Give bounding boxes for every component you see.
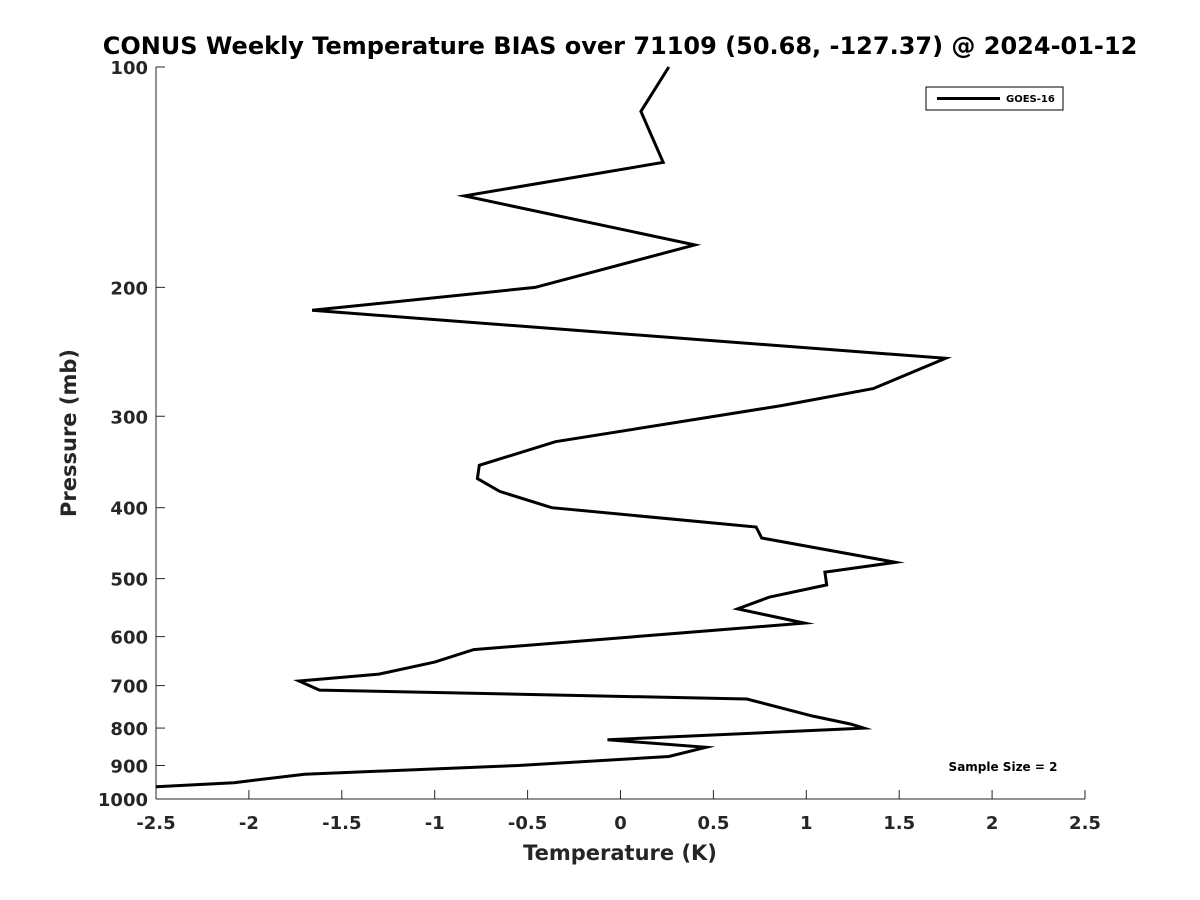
series-layer (155, 66, 952, 789)
x-tick-label: 2 (986, 813, 999, 834)
chart-title: CONUS Weekly Temperature BIAS over 71109… (103, 32, 1138, 60)
y-tick-label: 700 (110, 677, 148, 698)
y-tick-label: 400 (110, 499, 148, 520)
y-tick-label: 800 (110, 719, 148, 740)
y-axis-ticks: 100 200 300 400 500 600 700 800 900 1000 (98, 58, 165, 811)
legend: GOES-16 (925, 86, 1064, 111)
x-tick-label: -0.5 (508, 813, 547, 834)
series-line-goes-16 (155, 66, 952, 789)
x-tick-label: -1 (425, 813, 445, 834)
x-tick-label: -2 (239, 813, 259, 834)
x-tick-label: 1 (800, 813, 813, 834)
x-tick-label: 1.5 (883, 813, 915, 834)
y-tick-label: 600 (110, 628, 148, 649)
y-axis-label: Pressure (mb) (57, 349, 81, 517)
y-tick-label: 100 (110, 58, 148, 79)
x-tick-label: 2.5 (1069, 813, 1101, 834)
y-tick-label: 200 (110, 278, 148, 299)
y-tick-label: 500 (110, 570, 148, 591)
x-axis-label: Temperature (K) (523, 841, 717, 865)
x-axis-ticks: -2.5 -2 -1.5 -1 -0.5 0 0.5 1 1.5 2 2.5 (136, 790, 1101, 834)
y-tick-label: 900 (110, 757, 148, 778)
x-tick-label: -2.5 (136, 813, 175, 834)
y-tick-label: 300 (110, 407, 148, 428)
x-tick-label: 0.5 (697, 813, 729, 834)
legend-label-goes-16: GOES-16 (1006, 94, 1055, 105)
y-tick-label: 1000 (98, 790, 148, 811)
x-tick-label: -1.5 (322, 813, 361, 834)
sample-size-annotation: Sample Size = 2 (949, 760, 1058, 774)
x-tick-label: 0 (614, 813, 627, 834)
